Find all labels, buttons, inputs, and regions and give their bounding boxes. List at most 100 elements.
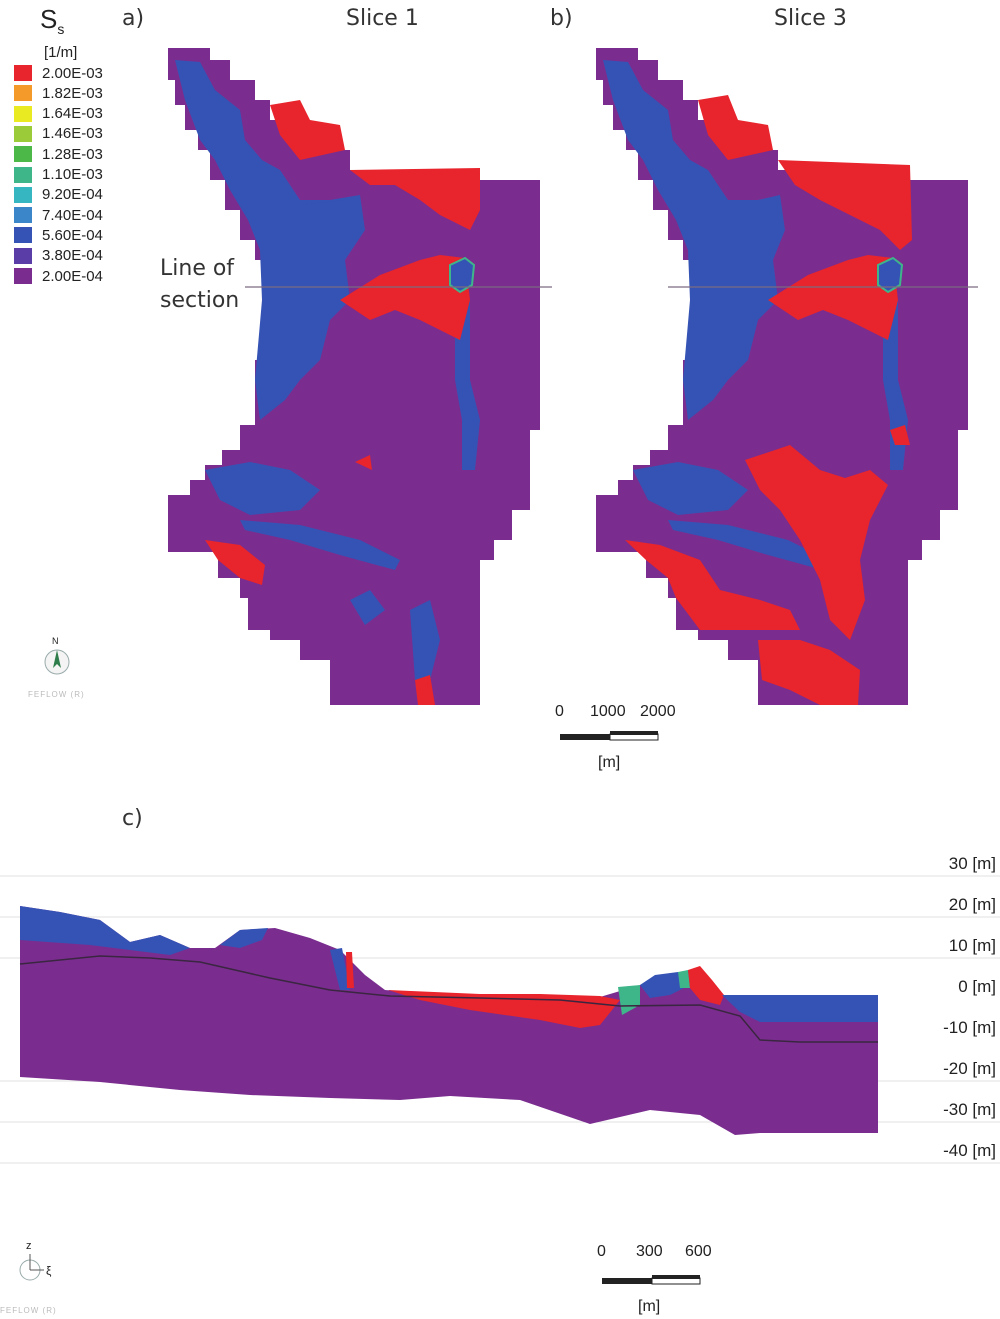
slice1-red-mid (355, 455, 372, 470)
slice3-blue-west (603, 60, 785, 420)
cross-section (0, 875, 1000, 1164)
legend-swatch (14, 146, 32, 163)
legend-label: 7.40E-04 (42, 206, 103, 224)
slice3-red-ne (778, 160, 912, 250)
slice3-blue-stripe (668, 520, 828, 570)
legend-entry: 1.28E-03 (14, 145, 103, 163)
elevation-tick-label: -20 [m] (943, 1059, 996, 1078)
legend-swatch (14, 125, 32, 142)
section-scale-tick-0: 0 (597, 1243, 606, 1260)
slice1-blue-small (350, 590, 385, 625)
section-blue-right-hill (640, 972, 690, 998)
legend-swatch (14, 186, 32, 203)
section-red-right (688, 966, 724, 1005)
slice1-blue-stream (455, 300, 480, 470)
legend-title: Ss (40, 4, 65, 38)
slice1-blue-s2 (410, 600, 440, 680)
slice3-red-north (698, 95, 773, 160)
section-scale-bar (602, 1275, 701, 1285)
legend-entry: 1.10E-03 (14, 166, 103, 184)
legend-label: 1.10E-03 (42, 166, 103, 183)
slice3-title: Slice 3 (774, 6, 847, 31)
map-scale-bar (560, 731, 659, 741)
section-green-right (678, 970, 690, 988)
elevation-tick-label: -30 [m] (943, 1100, 996, 1119)
line-of-section-label-2: section (160, 288, 240, 313)
map-scale-tick-1000: 1000 (590, 703, 626, 720)
slice1-red-south (415, 675, 435, 705)
map-scale-unit: [m] (598, 754, 621, 771)
panel-a-label: a) (122, 6, 145, 31)
legend-label: 5.60E-04 (42, 226, 103, 244)
elevation-tick-label: -40 [m] (943, 1141, 996, 1160)
legend-swatch (14, 227, 32, 244)
panel-c-label: c) (122, 806, 143, 831)
legend-swatch (14, 268, 32, 284)
legend-label: 1.46E-03 (42, 125, 103, 143)
slice3-blue-south (633, 462, 748, 515)
slice1-blue-south (205, 462, 320, 515)
legend-entry: 9.20E-04 (14, 186, 103, 204)
legend-entry: 3.80E-04 (14, 247, 103, 265)
orientation-z-label: z (26, 1240, 32, 1252)
section-purple-body (20, 906, 878, 1135)
north-label: N (52, 636, 59, 646)
elevation-tick-label: -10 [m] (943, 1018, 996, 1037)
feflow-watermark-bottom: FEFLOW (R) (0, 1306, 57, 1315)
legend-entry: 7.40E-04 (14, 206, 103, 224)
legend-label: 9.20E-04 (42, 186, 103, 204)
legend-entry: 1.82E-03 (14, 84, 103, 102)
legend-entry: 5.60E-04 (14, 226, 103, 244)
slice1-blue-mid (298, 200, 350, 250)
slice1-red-ne (350, 168, 480, 230)
section-red-vertical (346, 952, 354, 988)
elevation-tick-label: 10 [m] (948, 936, 996, 955)
legend-unit: [1/m] (44, 44, 78, 61)
section-scale-tick-600: 600 (685, 1243, 712, 1260)
slice1-red-north (270, 100, 345, 160)
legend-swatch (14, 65, 32, 81)
legend-swatch (14, 85, 32, 102)
section-blue-slope (330, 948, 350, 990)
legend-swatch (14, 105, 32, 122)
slice3-red-small (890, 425, 910, 445)
slice1-blue-west (175, 60, 365, 420)
slice1-map (168, 48, 552, 705)
legend-swatch (14, 247, 32, 264)
section-blue-top-left (20, 906, 190, 955)
slice1-red-west (205, 540, 265, 585)
legend-entry: 2.00E-04 (14, 267, 103, 285)
legend-label: 1.28E-03 (42, 145, 103, 163)
elevation-tick-label: 20 [m] (948, 895, 996, 914)
section-scale-unit: [m] (638, 1298, 661, 1315)
slice1-red-center (340, 255, 470, 340)
slice3-red-bottom (758, 640, 860, 705)
orientation-axes-icon (19, 1254, 44, 1281)
legend-label: 1.64E-03 (42, 105, 103, 123)
slice3-red-center (768, 255, 898, 340)
legend-entry: 1.46E-03 (14, 125, 103, 143)
legend-label: 3.80E-04 (42, 247, 103, 265)
legend-label: 2.00E-03 (42, 64, 103, 82)
line-of-section-label-1: Line of (160, 256, 235, 281)
feflow-watermark-top: FEFLOW (R) (28, 690, 85, 699)
legend-swatch (14, 166, 32, 183)
panel-b-label: b) (550, 6, 573, 31)
slice1-blue-stripe (240, 520, 400, 570)
section-blue-hill (220, 928, 268, 948)
slice3-red-south-big (745, 445, 888, 640)
legend-entry: 1.64E-03 (14, 105, 103, 123)
legend-label: 2.00E-04 (42, 267, 103, 285)
map-scale-tick-2000: 2000 (640, 703, 676, 720)
section-water-table (19, 955, 878, 1043)
legend-label: 1.82E-03 (42, 84, 103, 102)
orientation-xi-label: ξ (46, 1264, 52, 1278)
section-green-left (618, 985, 640, 1015)
north-arrow-icon (44, 649, 70, 675)
slice3-map (596, 48, 978, 705)
slice3-green-outline (877, 256, 904, 294)
slice1-title: Slice 1 (346, 6, 419, 31)
section-scale-tick-300: 300 (636, 1243, 663, 1260)
slice3-red-southwest (625, 540, 800, 630)
